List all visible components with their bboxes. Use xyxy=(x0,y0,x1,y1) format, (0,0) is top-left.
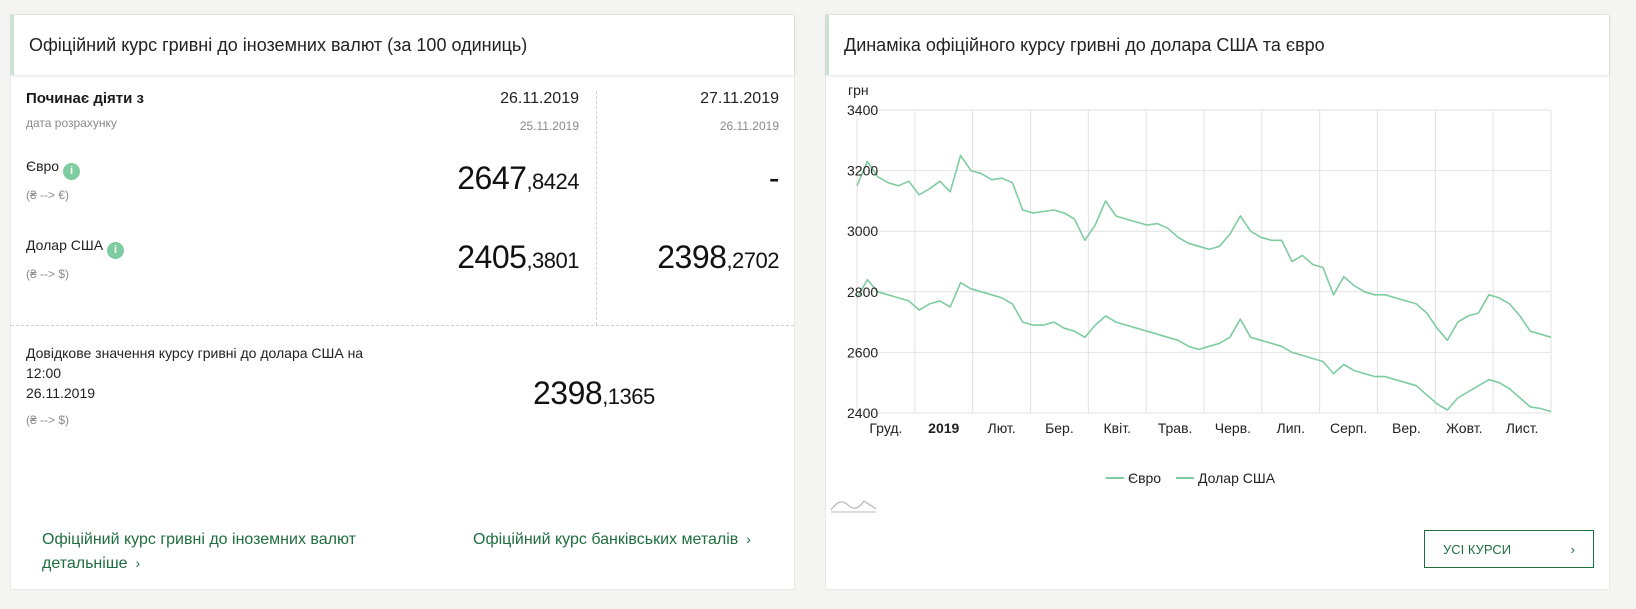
usd-rate2-frac: ,2702 xyxy=(726,248,779,273)
usd-label-row: Долар США i xyxy=(26,237,125,259)
reference-rate: 2398,1365 xyxy=(533,375,655,412)
legend-label: Євро xyxy=(1128,470,1161,486)
series-line-0 xyxy=(856,154,1552,342)
info-icon[interactable]: i xyxy=(107,241,125,259)
euro-rate-int: 2647 xyxy=(457,160,527,196)
rate-dynamics-card: Динаміка офіційного курсу гривні до дола… xyxy=(825,14,1610,590)
chart-thumbnail-icon[interactable] xyxy=(830,500,877,513)
y-tick-label: 2400 xyxy=(847,405,878,421)
y-tick-label: 3400 xyxy=(847,102,878,118)
reference-rate-int: 2398 xyxy=(533,375,603,411)
series-line-1 xyxy=(856,278,1552,413)
official-rate-card: Офіційний курс гривні до іноземних валют… xyxy=(10,14,795,590)
all-rates-label: УСІ КУРСИ xyxy=(1443,541,1512,557)
euro-rate-col1: 2647,8424 xyxy=(457,160,579,197)
official-rate-title: Офіційний курс гривні до іноземних валют… xyxy=(11,15,794,75)
col2-calc-date: 26.11.2019 xyxy=(719,119,779,133)
usd-rate-int: 2405 xyxy=(457,239,527,275)
reference-rate-frac: ,1365 xyxy=(602,384,655,409)
usd-rate2-int: 2398 xyxy=(657,239,727,275)
rate-dynamics-chart: грн 2400 2600 2800 3000 3200 3400 Груд. 2019 Лют.… xyxy=(830,82,1552,513)
effective-date-label: Починає діяти з xyxy=(26,90,144,107)
col1-date: 26.11.2019 xyxy=(500,90,579,107)
reference-line3: 26.11.2019 xyxy=(26,385,96,401)
rate-dynamics-title: Динаміка офіційного курсу гривні до дола… xyxy=(826,15,1609,75)
bank-metals-link[interactable]: Офіційний курс банківських металів › xyxy=(473,531,751,549)
usd-label: Долар США xyxy=(26,237,104,253)
all-rates-button[interactable]: УСІ КУРСИ › xyxy=(1424,530,1594,568)
euro-rate-col2: - xyxy=(768,160,780,196)
x-tick-label: 2019 xyxy=(928,420,959,436)
usd-pair: (₴ --> $) xyxy=(26,267,70,281)
col1-calc-date: 25.11.2019 xyxy=(519,119,579,133)
detail-link-line1[interactable]: Офіційний курс гривні до іноземних валют xyxy=(42,531,356,548)
chevron-right-icon: › xyxy=(1570,541,1575,557)
chevron-right-icon: › xyxy=(135,555,141,571)
y-tick-label: 3200 xyxy=(847,163,878,179)
reference-line2: 12:00 xyxy=(26,365,62,381)
section-divider xyxy=(11,325,794,326)
legend-label: Долар США xyxy=(1198,470,1276,486)
column-divider xyxy=(596,91,597,325)
x-tick-label: Лист. xyxy=(1506,420,1539,436)
x-tick-label: Черв. xyxy=(1215,420,1251,436)
calc-date-label: дата розрахунку xyxy=(26,116,117,130)
euro-label: Євро xyxy=(26,158,60,174)
x-tick-label: Вер. xyxy=(1392,420,1421,436)
x-tick-label: Лют. xyxy=(988,420,1016,436)
col2-date: 27.11.2019 xyxy=(700,90,779,107)
usd-rate-col2: 2398,2702 xyxy=(657,239,779,276)
reference-line1: Довідкове значення курсу гривні до долар… xyxy=(26,345,364,361)
usd-rate-frac: ,3801 xyxy=(526,248,579,273)
detail-rates-link[interactable]: Офіційний курс гривні до іноземних валют… xyxy=(42,531,356,573)
x-tick-label: Бер. xyxy=(1045,420,1074,436)
euro-label-row: Євро i xyxy=(26,158,81,180)
x-tick-label: Трав. xyxy=(1158,420,1193,436)
info-icon[interactable]: i xyxy=(63,162,81,180)
x-tick-label: Груд. xyxy=(869,420,902,436)
x-tick-label: Лип. xyxy=(1277,420,1305,436)
y-tick-label: 2800 xyxy=(847,284,878,300)
euro-pair: (₴ --> €) xyxy=(26,188,70,202)
detail-link-line2[interactable]: детальніше xyxy=(42,555,128,572)
y-tick-label: 3000 xyxy=(847,223,878,239)
metals-link-label[interactable]: Офіційний курс банківських металів xyxy=(473,531,739,548)
reference-pair: (₴ --> $) xyxy=(26,413,70,427)
y-axis-label: грн xyxy=(848,82,869,98)
y-tick-label: 2600 xyxy=(847,344,878,360)
euro-rate-frac: ,8424 xyxy=(526,169,579,194)
usd-rate-col1: 2405,3801 xyxy=(457,239,579,276)
x-tick-label: Квіт. xyxy=(1104,420,1131,436)
x-tick-label: Серп. xyxy=(1330,420,1367,436)
chevron-right-icon: › xyxy=(746,531,751,547)
x-tick-label: Жовт. xyxy=(1446,420,1482,436)
